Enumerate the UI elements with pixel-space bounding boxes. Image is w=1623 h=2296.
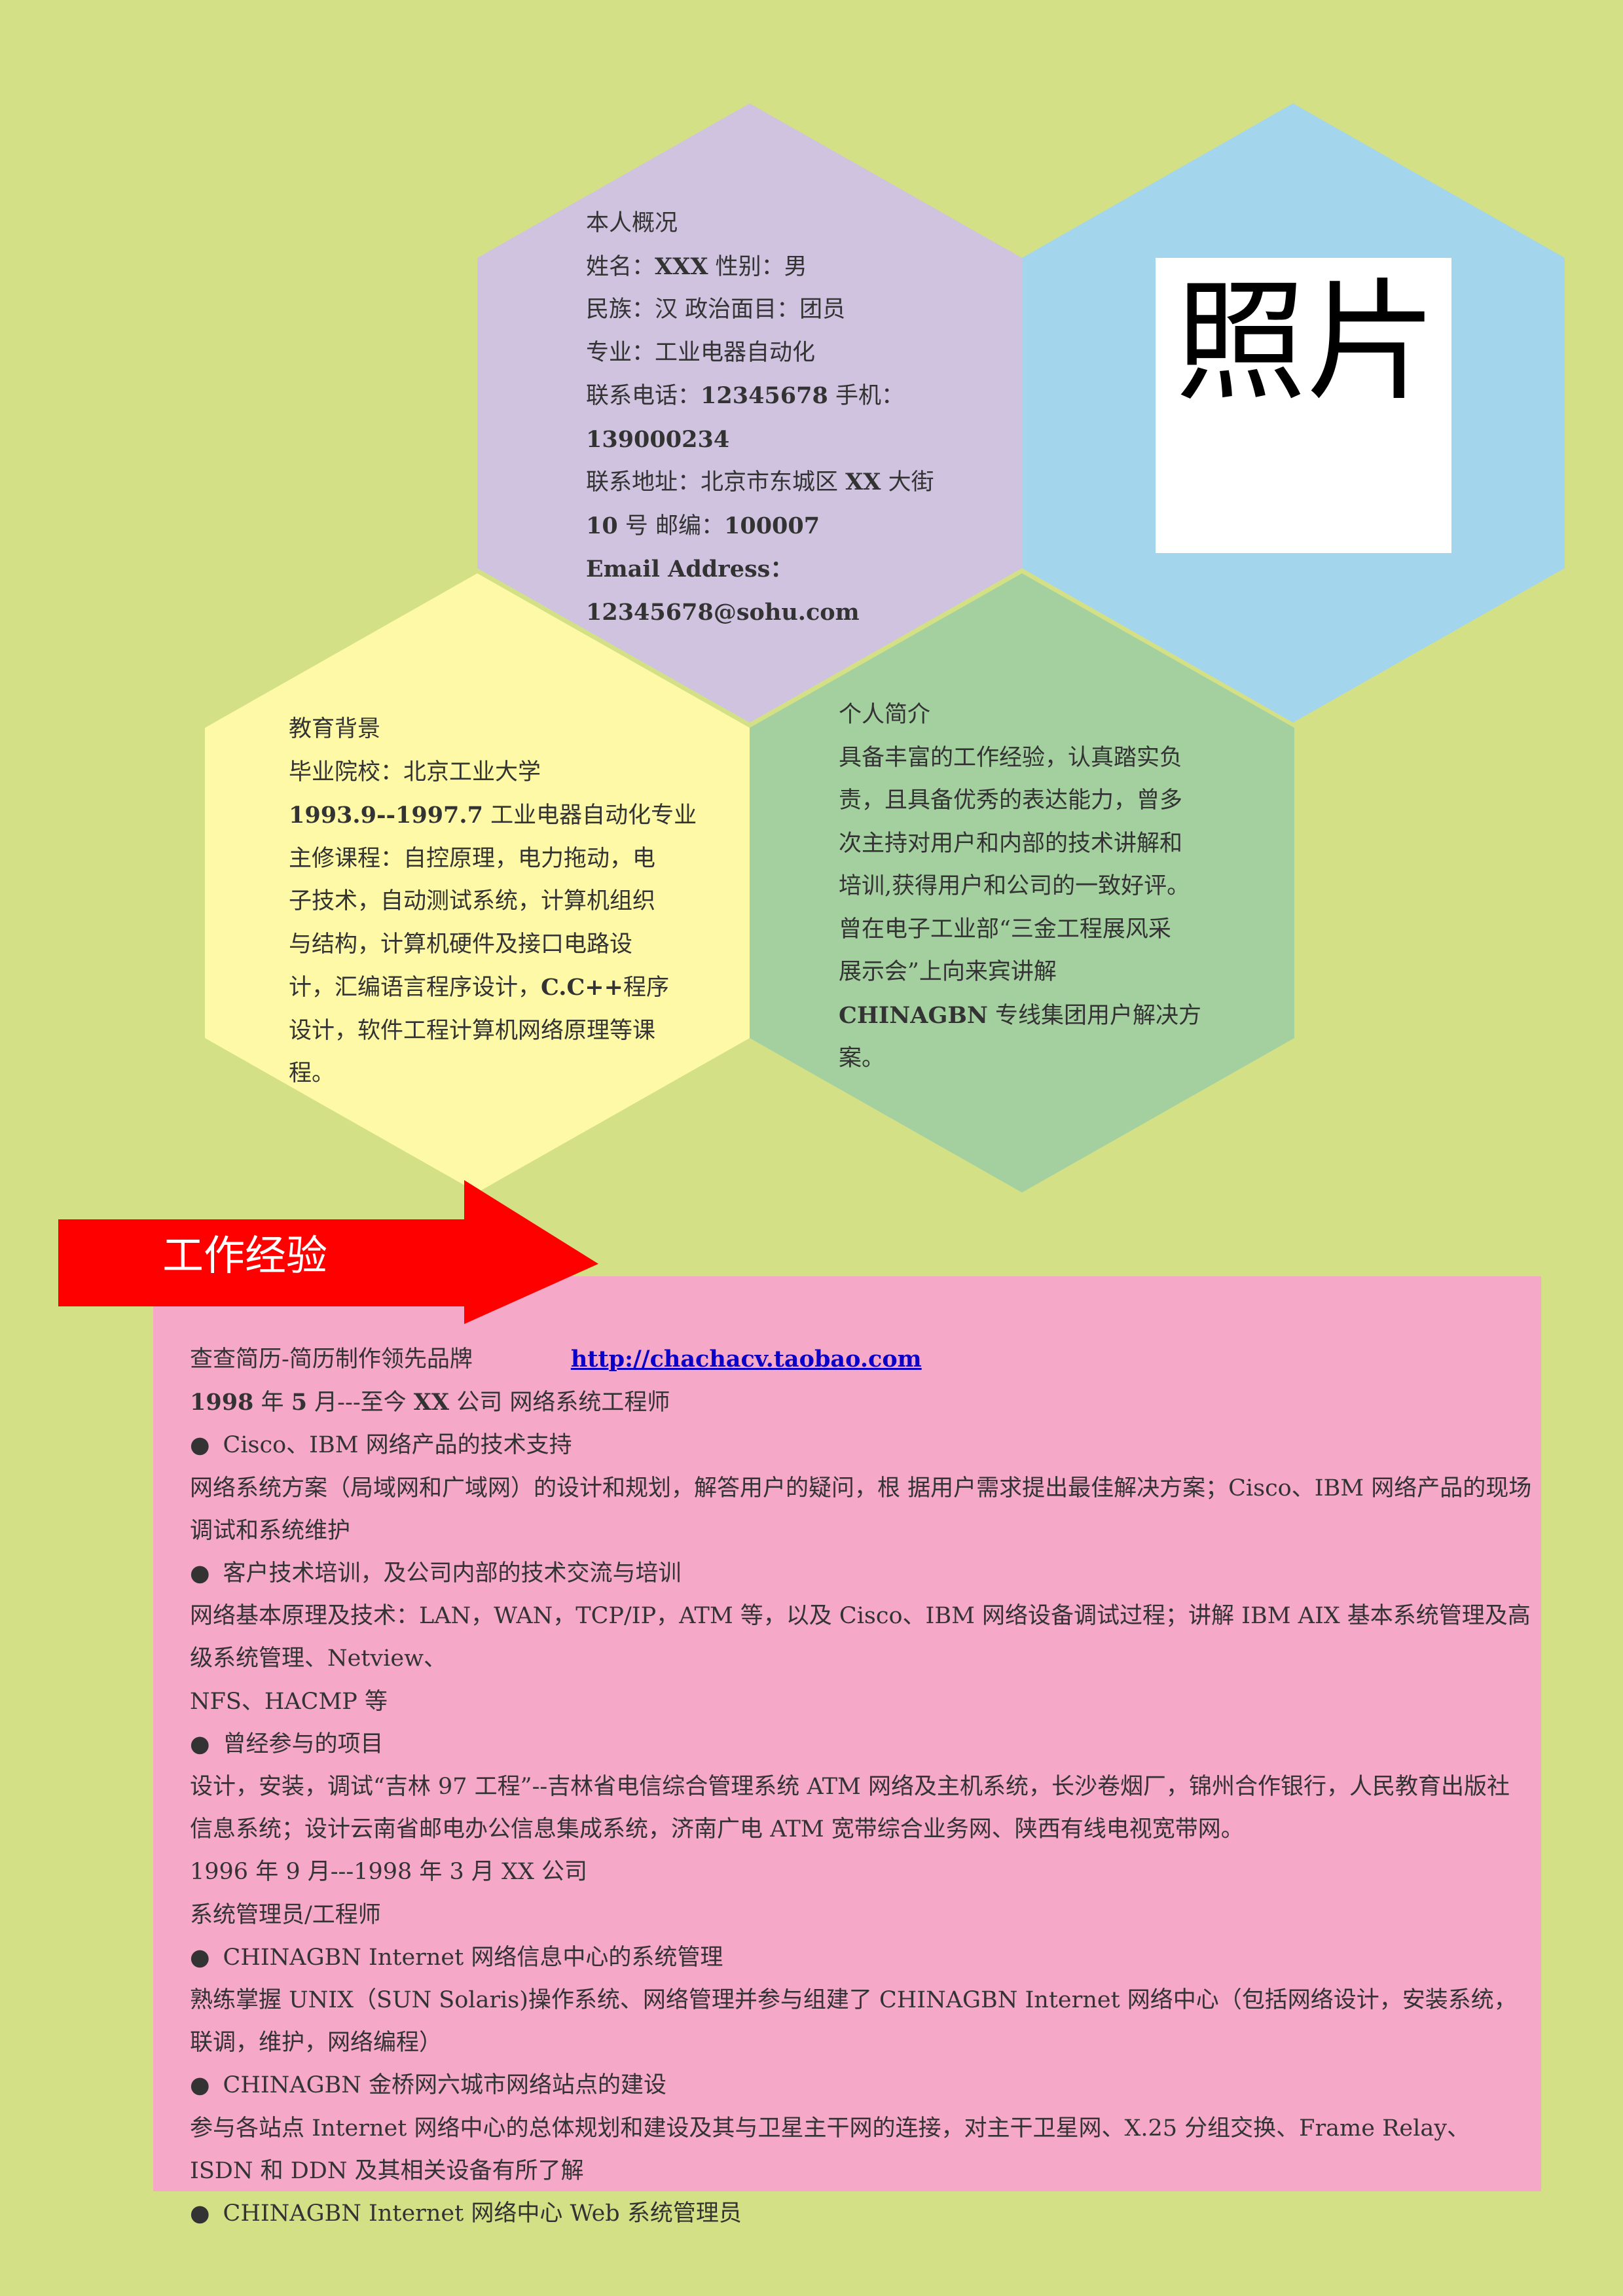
profile-address-2: 10 号 邮编：100007 xyxy=(586,512,820,539)
bullet-item: 客户技术培训，及公司内部的技术交流与培训 xyxy=(190,1552,1532,1595)
summary-line: CHINAGBN 专线集团用户解决方 xyxy=(839,1001,1202,1029)
job-description: NFS、HACMP 等 xyxy=(190,1688,388,1715)
job-description: 设计，安装，调试“吉林 97 工程”--吉林省电信综合管理系统 ATM 网络及主… xyxy=(190,1774,1510,1843)
bullet-item: CHINAGBN Internet 网络中心 Web 系统管理员 xyxy=(190,2193,1532,2235)
education-period: 1993.9--1997.7 工业电器自动化专业 xyxy=(289,802,697,829)
profile-name: XXX xyxy=(655,253,708,280)
brand-text: 查查简历-简历制作领先品牌 xyxy=(190,1346,473,1372)
job-description: 熟练掌握 UNIX（SUN Solaris)操作系统、网络管理并参与组建了 CH… xyxy=(190,1987,1517,2056)
photo-placeholder: 照片 xyxy=(1156,258,1451,553)
education-course-line: 设计，软件工程计算机网络原理等课 xyxy=(289,1017,656,1044)
bullet-item: CHINAGBN Internet 网络信息中心的系统管理 xyxy=(190,1937,1532,1979)
brand-link[interactable]: http://chachacv.taobao.com xyxy=(570,1346,922,1372)
job2-title: 系统管理员/工程师 xyxy=(190,1901,381,1928)
job-description: 网络系统方案（局域网和广域网）的设计和规划，解答用户的疑问，根 据用户需求提出最… xyxy=(190,1475,1532,1544)
education-section: 教育背景 毕业院校：北京工业大学 1993.9--1997.7 工业电器自动化专… xyxy=(289,708,697,1096)
profile-address-1: 联系地址：北京市东城区 XX 大街 xyxy=(586,469,934,495)
profile-section: 本人概况 姓名：XXX 性别：男 民族：汉 政治面目：团员 专业：工业电器自动化… xyxy=(586,202,934,634)
work-banner-title: 工作经验 xyxy=(162,1232,327,1280)
bullet-item: Cisco、IBM 网络产品的技术支持 xyxy=(190,1424,1532,1467)
summary-line: 案。 xyxy=(839,1045,885,1071)
summary-line: 曾在电子工业部“三金工程展风采 xyxy=(839,916,1171,942)
education-course-line: 计，汇编语言程序设计，C.C++程序 xyxy=(289,974,669,1001)
summary-line: 责，且具备优秀的表达能力，曾多 xyxy=(839,787,1183,814)
job2-date: 1996 年 9 月---1998 年 3 月 XX 公司 xyxy=(190,1859,587,1886)
education-course-line: 主修课程：自控原理，电力拖动，电 xyxy=(289,845,656,872)
job-description: 参与各站点 Internet 网络中心的总体规划和建设及其与卫星主干网的连接，对… xyxy=(190,2115,1470,2184)
photo-label: 照片 xyxy=(1175,266,1438,419)
profile-hexagon xyxy=(477,103,1022,723)
bullet-item: 曾经参与的项目 xyxy=(190,1723,1532,1766)
work-arrow-banner xyxy=(58,1180,598,1324)
job1-date: 1998 年 5 月---至今 XX 公司 网络系统工程师 xyxy=(190,1389,670,1416)
summary-line: 具备丰富的工作经验，认真踏实负 xyxy=(839,744,1183,771)
profile-major: 专业：工业电器自动化 xyxy=(586,339,816,366)
job-description: 网络基本原理及技术：LAN，WAN，TCP/IP，ATM 等，以及 Cisco、… xyxy=(190,1603,1531,1672)
education-school: 毕业院校：北京工业大学 xyxy=(289,759,541,785)
profile-heading: 本人概况 xyxy=(586,210,678,236)
profile-phone: 联系电话：12345678 手机： xyxy=(586,382,904,409)
profile-ethnic-politics: 民族：汉 政治面目：团员 xyxy=(586,296,846,323)
arrow-shape xyxy=(58,1180,598,1324)
profile-email: 12345678@sohu.com xyxy=(586,598,860,626)
profile-name-gender: 姓名：XXX 性别：男 xyxy=(586,253,807,280)
work-experience-content: 查查简历-简历制作领先品牌 http://chachacv.taobao.com … xyxy=(190,1338,1532,2235)
brand-line: 查查简历-简历制作领先品牌 http://chachacv.taobao.com xyxy=(190,1338,1532,1381)
summary-line: 培训,获得用户和公司的一致好评。 xyxy=(839,873,1190,899)
education-heading: 教育背景 xyxy=(289,716,381,742)
bullet-item: CHINAGBN 金桥网六城市网络站点的建设 xyxy=(190,2064,1532,2107)
education-course-line: 与结构，计算机硬件及接口电路设 xyxy=(289,931,633,958)
education-hexagon xyxy=(205,573,750,1193)
summary-heading: 个人简介 xyxy=(839,702,931,728)
summary-line: 展示会”上向来宾讲解 xyxy=(839,959,1057,985)
education-course-line: 程。 xyxy=(289,1060,335,1086)
summary-line: 次主持对用户和内部的技术讲解和 xyxy=(839,830,1183,857)
profile-email-label: Email Address： xyxy=(586,556,793,583)
education-course-line: 子技术，自动测试系统，计算机组织 xyxy=(289,888,656,914)
profile-mobile: 139000234 xyxy=(586,425,730,453)
summary-hexagon xyxy=(750,573,1294,1193)
summary-section: 个人简介 具备丰富的工作经验，认真踏实负 责，且具备优秀的表达能力，曾多 次主持… xyxy=(839,694,1201,1081)
